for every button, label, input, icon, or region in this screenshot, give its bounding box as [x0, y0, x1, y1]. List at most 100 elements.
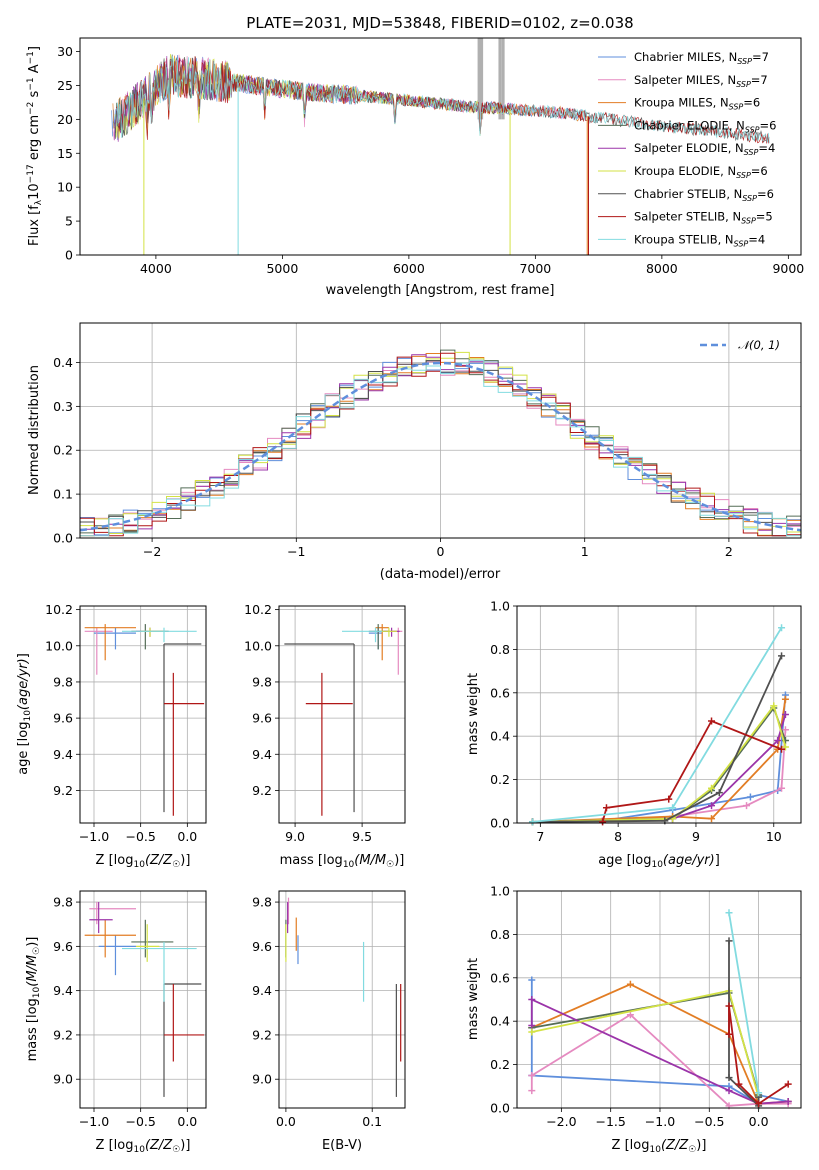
spectrum-panel: PLATE=2031, MJD=53848, FIBERID=0102, z=0…: [26, 14, 804, 298]
normal-legend-label: 𝒩(0, 1): [738, 338, 780, 352]
legend-label: Salpeter MILES, NSSP=7: [634, 73, 768, 89]
x-tick-label: −1.5: [596, 1114, 626, 1129]
x-tick-label: 7000: [519, 261, 551, 276]
y-tick-label: 0.3: [53, 399, 73, 414]
x-tick-label: −1: [287, 544, 305, 559]
plus-marker: [626, 1011, 634, 1019]
y-tick-label: 0.0: [490, 816, 510, 831]
y-tick-label: 9.8: [252, 674, 272, 689]
mass-vs-ebv-panel: 0.0 0.1 9.0 9.2 9.4 9.6 9.8 E(B-V): [252, 890, 406, 1153]
x-tick-label: 8000: [646, 261, 678, 276]
grid-group: [279, 606, 405, 823]
y-tick-label: 9.8: [53, 674, 73, 689]
x-tick-label: −2.0: [546, 1114, 576, 1129]
plus-marker: [599, 818, 607, 826]
age-Z-xlabel: Z [log10(Z/Z☉)]: [96, 853, 191, 870]
spectrum-legend: Chabrier MILES, NSSP=7 Salpeter MILES, NS…: [598, 50, 776, 248]
y-tick-label: 9.8: [53, 895, 73, 910]
x-tick-label: 5000: [266, 261, 298, 276]
y-tick-label: 0.8: [490, 642, 510, 657]
plus-marker: [725, 1030, 733, 1038]
x-tick-label: 1: [581, 544, 589, 559]
plus-marker: [755, 1100, 763, 1108]
x-tick-label: −2: [143, 544, 161, 559]
plus-marker: [725, 937, 733, 945]
mw-age-ylabel: mass weight: [466, 673, 481, 755]
plus-marker: [528, 1022, 536, 1030]
tick-group: 9.0 9.5 9.2 9.4 9.6 9.8 10.0 10.2: [244, 602, 372, 844]
y-tick-label: 0.0: [53, 531, 73, 546]
plus-marker: [528, 996, 536, 1003]
y-tick-label: 15: [57, 146, 73, 161]
y-tick-label: 0.2: [490, 772, 510, 787]
grid-group: [279, 891, 405, 1108]
plus-marker: [778, 784, 786, 792]
histogram-ylabel: Normed distribution: [27, 365, 42, 495]
mass-Z-xlabel: Z [log10(Z/Z☉)]: [96, 1138, 191, 1155]
x-tick-label: 9: [692, 829, 700, 844]
plus-marker: [781, 711, 789, 718]
series-line-0: [530, 980, 789, 1106]
y-tick-label: 0.6: [490, 685, 510, 700]
series-line-8: [728, 912, 760, 1093]
plus-marker: [669, 804, 677, 812]
plus-marker: [781, 695, 789, 703]
y-tick-label: 9.6: [252, 939, 272, 954]
legend-label: Kroupa STELIB, NSSP=4: [634, 232, 765, 248]
legend-label: Kroupa ELODIE, NSSP=6: [634, 164, 768, 180]
spectrum-title: PLATE=2031, MJD=53848, FIBERID=0102, z=0…: [246, 14, 633, 32]
legend-label: Chabrier ELODIE, NSSP=6: [634, 118, 776, 134]
plus-marker: [778, 652, 786, 660]
x-tick-label: 0.0: [177, 829, 197, 844]
y-tick-label: 0: [65, 248, 73, 263]
tick-group: −2.0 −1.5 −1.0 −0.5 0.0 0.0 0.2 0.4 0.6 0.8 1.0: [490, 884, 768, 1130]
age-mass-xlabel: mass [log10(M/M☉)]: [280, 853, 405, 870]
plus-marker: [784, 1080, 792, 1088]
x-tick-label: −1.0: [645, 1114, 675, 1129]
y-tick-label: 0.2: [490, 1057, 510, 1072]
x-tick-label: 0.0: [177, 1114, 197, 1129]
y-tick-label: 9.6: [252, 711, 272, 726]
x-tick-label: 10: [766, 829, 782, 844]
plus-marker: [725, 909, 733, 917]
mw-Z-xlabel: Z [log10(Z/Z☉)]: [612, 1138, 707, 1155]
x-tick-label: 0.1: [362, 1114, 382, 1129]
plus-marker: [528, 976, 536, 984]
x-tick-label: 9000: [772, 261, 804, 276]
plus-marker: [774, 737, 782, 745]
x-tick-label: 9.5: [352, 829, 372, 844]
x-tick-label: 2: [725, 544, 733, 559]
x-tick-label: 9.0: [285, 829, 305, 844]
x-tick-label: −0.5: [694, 1114, 724, 1129]
plus-marker: [784, 1097, 792, 1105]
y-tick-label: 9.6: [53, 711, 73, 726]
y-tick-label: 9.2: [252, 783, 272, 798]
x-tick-label: 0.0: [276, 1114, 296, 1129]
legend-label: Chabrier MILES, NSSP=7: [634, 50, 769, 66]
spectrum-lines: [111, 38, 770, 255]
tick-group: 0.0 0.1 9.0 9.2 9.4 9.6 9.8: [252, 895, 382, 1129]
y-tick-label: 9.4: [53, 983, 73, 998]
hist-step-7: [80, 352, 801, 537]
legend-label: Chabrier STELIB, NSSP=6: [634, 187, 774, 203]
plus-marker: [725, 1074, 733, 1082]
y-tick-label: 0.8: [490, 927, 510, 942]
massweight-vs-Z-panel: −2.0 −1.5 −1.0 −0.5 0.0 0.0 0.2 0.4 0.6 0.8 1.0 Z …: [466, 884, 802, 1155]
plus-marker: [770, 702, 778, 710]
x-tick-label: −0.5: [125, 829, 155, 844]
x-tick-label: 8: [614, 829, 622, 844]
histogram-xlabel: (data-model)/error: [380, 567, 501, 582]
mw-age-xlabel: age [log10(age/yr)]: [598, 853, 720, 870]
spectrum-ylabel: Flux [fλ10−17 erg cm−2 s−1 A−1]: [26, 46, 44, 246]
plus-marker: [708, 784, 716, 792]
plus-marker: [725, 1002, 733, 1010]
mw-Z-ylabel: mass weight: [466, 958, 481, 1040]
y-tick-label: 9.2: [252, 1027, 272, 1042]
y-tick-label: 0.0: [490, 1101, 510, 1116]
series-line-6: [532, 655, 783, 823]
plus-marker: [735, 1080, 743, 1088]
plus-marker: [528, 1028, 536, 1036]
hist-step-8: [80, 359, 801, 537]
y-tick-label: 9.4: [252, 747, 272, 762]
